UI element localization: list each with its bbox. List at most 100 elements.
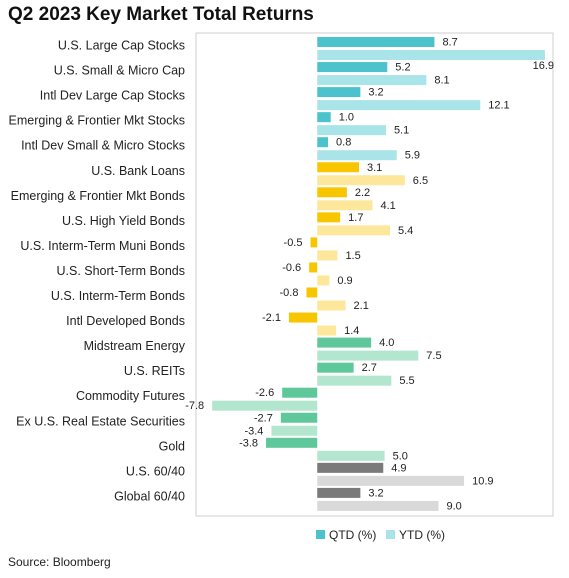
ytd-bar <box>317 450 385 461</box>
qtd-value-label: 1.7 <box>348 212 363 224</box>
plot-frame <box>195 32 554 517</box>
category-label: U.S. High Yield Bonds <box>62 214 185 228</box>
ytd-value-label: 5.5 <box>399 375 414 387</box>
qtd-value-label: -2.1 <box>262 312 281 324</box>
chart-title: Q2 2023 Key Market Total Returns <box>8 4 314 25</box>
qtd-bar <box>317 137 329 148</box>
qtd-value-label: 3.2 <box>368 487 383 499</box>
ytd-value-label: 5.4 <box>398 225 413 237</box>
ytd-value-label: 9.0 <box>446 500 461 512</box>
category-label: U.S. Interm-Term Bonds <box>51 289 185 303</box>
ytd-value-label: 1.5 <box>345 250 360 262</box>
category-label: U.S. Interm-Term Muni Bonds <box>20 239 185 253</box>
ytd-value-label: 5.9 <box>405 150 420 162</box>
qtd-bar <box>317 487 361 498</box>
ytd-value-label: 4.1 <box>380 200 395 212</box>
ytd-bar <box>317 300 346 311</box>
ytd-bar <box>317 275 330 286</box>
ytd-bar <box>317 375 392 386</box>
ytd-bar <box>317 200 373 211</box>
qtd-bar <box>317 362 354 373</box>
ytd-value-label: 6.5 <box>413 175 428 187</box>
ytd-value-label: 1.4 <box>344 325 359 337</box>
category-label: Intl Dev Large Cap Stocks <box>40 89 185 103</box>
qtd-value-label: 1.0 <box>339 112 354 124</box>
category-labels: U.S. Large Cap Stocks U.S. Small & Micro … <box>9 39 186 504</box>
qtd-bar <box>317 187 347 198</box>
qtd-value-label: -0.8 <box>279 287 298 299</box>
category-label: U.S. Large Cap Stocks <box>58 39 185 53</box>
qtd-bar <box>317 337 372 348</box>
qtd-value-label: 8.7 <box>442 37 457 49</box>
ytd-value-label: 5.1 <box>394 125 409 137</box>
ytd-bar <box>271 425 318 436</box>
ytd-bar <box>317 350 419 361</box>
category-label: Global 60/40 <box>114 489 185 503</box>
qtd-bar <box>310 237 318 248</box>
qtd-bar <box>266 437 318 448</box>
qtd-value-label: 3.1 <box>367 162 382 174</box>
ytd-bar <box>317 125 386 136</box>
value-labels: 8.7 16.9 5.2 8.1 3.2 12.1 1.0 5.1 0.8 5.9 3.1 6.5 2.… <box>185 37 554 513</box>
qtd-bar <box>317 37 435 47</box>
ytd-value-label: 16.9 <box>533 60 554 72</box>
ytd-bar <box>317 325 337 336</box>
qtd-bar <box>309 262 318 273</box>
category-label: Ex U.S. Real Estate Securities <box>16 414 185 428</box>
qtd-value-label: -3.8 <box>239 437 258 449</box>
ytd-value-label: 8.1 <box>434 75 449 87</box>
qtd-value-label: 5.2 <box>395 62 410 74</box>
ytd-value-label: 2.1 <box>354 300 369 312</box>
qtd-bar <box>280 412 318 423</box>
qtd-value-label: -0.6 <box>282 262 301 274</box>
qtd-value-label: 2.7 <box>362 362 377 374</box>
ytd-bar <box>317 225 390 236</box>
qtd-bar <box>282 387 318 398</box>
ytd-bar <box>317 100 481 111</box>
category-label: Emerging & Frontier Mkt Stocks <box>9 114 185 128</box>
category-label: U.S. Short-Term Bonds <box>56 264 185 278</box>
qtd-bar <box>317 162 360 173</box>
ytd-value-label: 5.0 <box>393 450 408 462</box>
legend-label-ytd: YTD (%) <box>399 528 445 542</box>
qtd-bar <box>317 212 341 223</box>
legend: QTD (%) YTD (%) <box>316 528 445 542</box>
ytd-value-label: 0.9 <box>337 275 352 287</box>
legend-swatch-qtd <box>316 530 325 539</box>
category-label: Gold <box>159 439 185 453</box>
category-label: U.S. 60/40 <box>126 464 185 478</box>
category-label: Intl Developed Bonds <box>66 314 185 328</box>
ytd-bar <box>317 150 397 161</box>
category-label: Intl Dev Small & Micro Stocks <box>21 139 185 153</box>
qtd-value-label: 4.0 <box>379 337 394 349</box>
qtd-value-label: -2.6 <box>255 387 274 399</box>
ytd-bar <box>317 250 338 261</box>
qtd-value-label: 0.8 <box>336 137 351 149</box>
ytd-bar <box>212 400 318 411</box>
qtd-bar <box>317 62 388 73</box>
ytd-bar <box>317 500 439 511</box>
ytd-value-label: 12.1 <box>488 100 509 112</box>
qtd-bar <box>306 287 318 298</box>
qtd-bar <box>288 312 318 323</box>
category-label: U.S. Bank Loans <box>91 164 185 178</box>
qtd-bar <box>317 87 361 98</box>
ytd-value-label: 10.9 <box>472 475 493 487</box>
source-note: Source: Bloomberg <box>8 555 111 569</box>
legend-swatch-ytd <box>386 530 395 539</box>
qtd-value-label: -2.7 <box>254 412 273 424</box>
qtd-value-label: 3.2 <box>368 87 383 99</box>
category-label: U.S. REITs <box>124 364 185 378</box>
ytd-value-label: -7.8 <box>185 400 204 412</box>
qtd-value-label: 4.9 <box>391 462 406 474</box>
ytd-value-label: 7.5 <box>426 350 441 362</box>
category-label: U.S. Small & Micro Cap <box>54 64 185 78</box>
legend-label-qtd: QTD (%) <box>329 528 376 542</box>
ytd-bar <box>317 75 427 86</box>
category-label: Midstream Energy <box>84 339 186 353</box>
ytd-bar <box>317 475 465 486</box>
ytd-bar <box>317 175 405 186</box>
category-label: Commodity Futures <box>76 389 185 403</box>
qtd-bar <box>317 462 384 473</box>
